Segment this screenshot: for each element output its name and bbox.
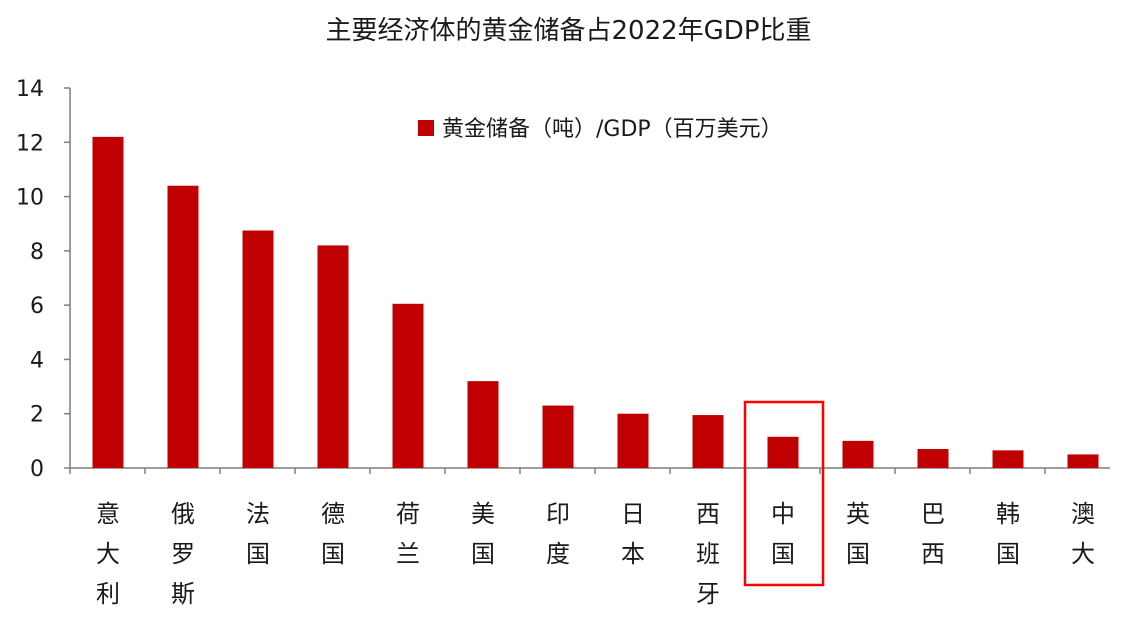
x-category-label: 中国 [771,500,795,568]
x-category-label: 澳大 [1071,500,1095,568]
y-tick-label: 6 [30,294,44,319]
x-category-label: 荷兰 [396,500,420,568]
x-category-label: 德国 [321,500,345,568]
bars [92,136,1099,468]
bar-韩国 [992,450,1024,468]
bar-荷兰 [392,303,424,468]
x-category-label: 印度 [546,500,570,568]
chart-title: 主要经济体的黄金储备占2022年GDP比重 [325,16,812,46]
x-category-label: 美国 [471,500,495,568]
bar-意大利 [92,136,124,468]
bar-英国 [842,440,874,468]
x-category-label: 俄罗斯 [171,500,195,608]
x-category-label: 日本 [621,500,645,568]
highlight-box [743,400,825,587]
y-tick-label: 14 [16,77,44,102]
x-category-label: 意大利 [96,500,120,608]
bar-美国 [467,381,499,468]
bar-中国 [767,436,799,468]
bar-澳大 [1067,454,1099,468]
y-tick-label: 8 [30,240,44,265]
y-tick-label: 4 [30,348,44,373]
y-tick-label: 2 [30,403,44,428]
x-category-label: 巴西 [921,500,945,568]
bar-德国 [317,245,349,468]
y-tick-label: 12 [16,131,44,156]
bar-西班牙 [692,415,724,468]
bar-法国 [242,230,274,468]
legend-swatch [418,120,434,136]
x-category-label: 英国 [846,500,870,568]
y-tick-label: 0 [30,457,44,482]
legend-label: 黄金储备（吨）/GDP（百万美元） [442,117,783,142]
x-category-label: 韩国 [996,500,1020,568]
bar-俄罗斯 [167,185,199,468]
bar-印度 [542,405,574,468]
legend: 黄金储备（吨）/GDP（百万美元） [418,117,783,142]
y-tick-label: 10 [16,186,44,211]
x-category-label: 西班牙 [696,500,720,608]
bar-日本 [617,413,649,468]
x-category-label: 法国 [246,500,270,568]
bar-巴西 [917,449,949,468]
